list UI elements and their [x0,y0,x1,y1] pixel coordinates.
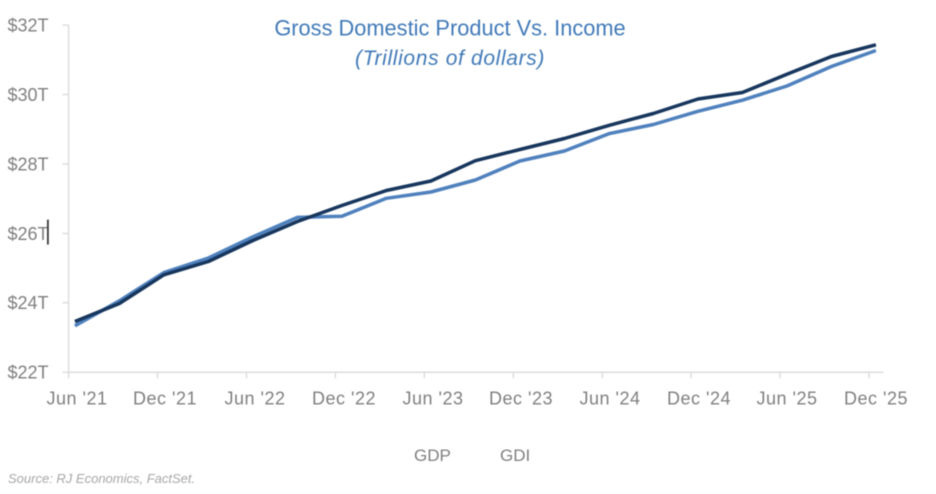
svg-text:Jun '21: Jun '21 [47,389,108,409]
svg-text:Jun '24: Jun '24 [580,389,641,409]
svg-text:Jun '22: Jun '22 [225,389,286,409]
svg-text:GDI: GDI [500,446,530,465]
svg-text:Jun '25: Jun '25 [757,389,818,409]
svg-text:Dec '21: Dec '21 [133,389,197,409]
svg-text:$26T: $26T [7,224,48,244]
svg-text:Dec '23: Dec '23 [489,389,553,409]
svg-text:Gross Domestic Product Vs. Inc: Gross Domestic Product Vs. Income [274,15,625,40]
svg-text:Source: RJ Economics, FactSet.: Source: RJ Economics, FactSet. [8,471,195,486]
svg-text:Dec '22: Dec '22 [312,389,376,409]
svg-text:GDP: GDP [414,446,451,465]
svg-text:(Trillions of dollars): (Trillions of dollars) [355,47,545,70]
svg-text:Dec '24: Dec '24 [667,389,731,409]
svg-text:Jun '23: Jun '23 [403,389,464,409]
svg-text:$28T: $28T [7,154,48,174]
svg-text:Dec '25: Dec '25 [844,389,908,409]
svg-text:$24T: $24T [7,293,48,313]
svg-text:$32T: $32T [7,16,48,36]
svg-text:$30T: $30T [7,85,48,105]
svg-text:$22T: $22T [7,363,48,383]
